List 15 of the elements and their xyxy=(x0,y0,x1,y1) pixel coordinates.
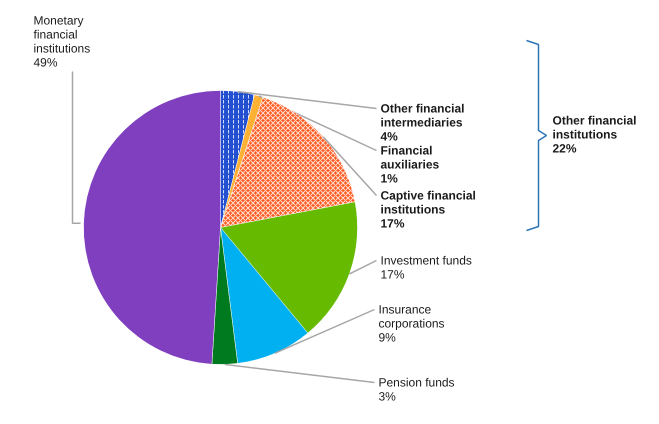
data-label: 4% xyxy=(380,130,398,144)
slice-label: Investment funds xyxy=(380,254,472,268)
data-label: 1% xyxy=(380,172,398,186)
data-label: 9% xyxy=(378,330,396,344)
data-label: 49% xyxy=(34,56,58,70)
data-label: 17% xyxy=(380,216,405,230)
slice-label: Financial auxiliaries xyxy=(380,144,440,172)
data-label: 17% xyxy=(380,268,405,282)
slice-label: Other financial intermediaries xyxy=(380,102,465,130)
text: Other financial institutions 22% xyxy=(552,114,637,156)
slice-label: Captive financial institutions xyxy=(380,188,476,216)
slice-label: Insurance corporations xyxy=(378,302,445,330)
slice-label: Monetary financial institutions xyxy=(34,14,90,56)
slice-label: Pension funds xyxy=(378,376,455,390)
data-label: 3% xyxy=(378,390,396,404)
